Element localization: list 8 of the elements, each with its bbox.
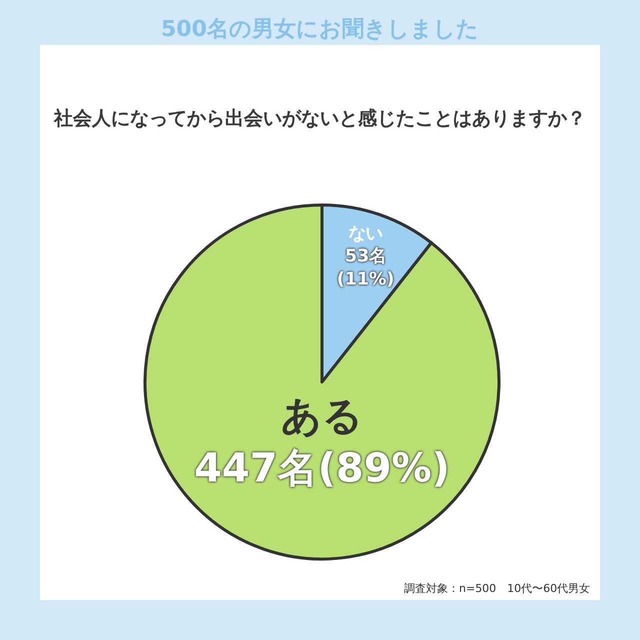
chart-subtitle: 500名の男女にお聞きしました (161, 17, 479, 42)
pie-slice (144, 204, 500, 560)
data-label: 447名(89%) (194, 446, 450, 492)
slice-label: ない (348, 224, 383, 244)
text: 調査対象：n=500 10代〜60代男女 (404, 582, 590, 595)
data-label: 53名 (11%) (336, 246, 394, 290)
chart-title: 社会人になってから出会いがないと感じたことはありますか？ (53, 108, 586, 130)
slice-label: ある (281, 394, 363, 440)
